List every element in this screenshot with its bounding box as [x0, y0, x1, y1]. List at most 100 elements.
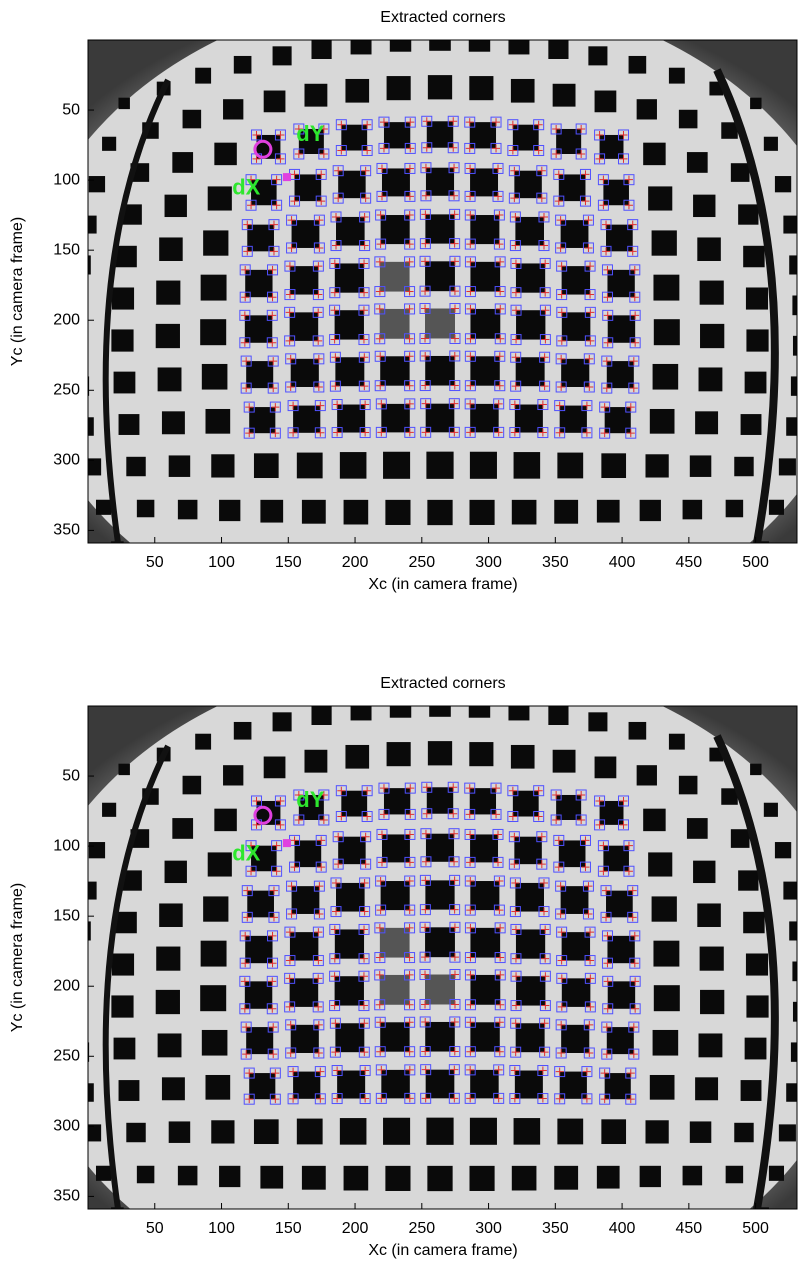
board-square — [425, 356, 455, 386]
board-square — [156, 281, 180, 305]
board-square — [295, 840, 322, 867]
x-tick-label: 100 — [208, 554, 235, 571]
board-square — [293, 1072, 320, 1099]
board-square — [204, 589, 218, 603]
y-tick-label: 250 — [53, 381, 80, 398]
board-square — [428, 75, 452, 99]
board-square — [344, 1166, 369, 1191]
board-square — [595, 757, 617, 779]
y-tick-label: 200 — [53, 977, 80, 994]
board-square — [223, 99, 243, 119]
board-square — [508, 33, 529, 54]
board-square — [335, 357, 364, 386]
board-square — [340, 1118, 367, 1145]
board-square — [601, 453, 626, 478]
board-square — [304, 750, 327, 773]
board-square — [338, 171, 365, 198]
board-square — [470, 834, 498, 862]
board-square — [425, 927, 455, 957]
board-square — [291, 359, 319, 387]
board-square — [341, 791, 367, 817]
annotation: dY — [296, 787, 324, 812]
board-square — [597, 500, 620, 523]
board-square — [775, 176, 791, 192]
board-square — [560, 406, 587, 433]
board-square — [383, 452, 410, 479]
board-square — [111, 995, 133, 1017]
board-square — [114, 1038, 136, 1060]
board-square — [247, 891, 274, 918]
board-square — [783, 882, 798, 900]
board-square — [381, 215, 410, 244]
board-square — [172, 152, 193, 173]
board-square — [700, 947, 724, 971]
board-square — [738, 204, 758, 224]
board-square — [653, 364, 679, 390]
board-square — [606, 891, 633, 918]
board-square — [697, 903, 721, 927]
board-square — [114, 372, 136, 394]
board-square — [783, 216, 798, 234]
board-square — [223, 765, 243, 785]
board-square — [516, 976, 545, 1005]
board-square — [512, 1166, 537, 1191]
board-square — [67, 1002, 87, 1022]
board-square — [159, 237, 183, 261]
board-square — [234, 722, 252, 740]
board-square — [507, 1262, 526, 1266]
board-square — [562, 932, 590, 960]
board-square — [700, 990, 724, 1014]
board-square — [200, 985, 226, 1011]
board-square — [112, 953, 134, 975]
board-square — [469, 742, 493, 766]
board-square — [775, 842, 791, 858]
board-square — [514, 452, 541, 479]
board-square — [553, 750, 576, 773]
board-square — [201, 275, 227, 301]
x-tick-label: 350 — [542, 554, 569, 571]
board-square — [637, 99, 657, 119]
board-square — [293, 406, 320, 433]
board-square — [588, 712, 607, 731]
board-square — [384, 122, 410, 148]
board-square — [745, 1038, 767, 1060]
board-square — [202, 364, 228, 390]
board-square — [249, 1073, 275, 1099]
board-square — [779, 458, 796, 475]
board-square — [254, 1119, 279, 1144]
board-square — [743, 246, 764, 267]
y-axis-label: Yc (in camera frame) — [9, 217, 26, 366]
board-square — [200, 319, 226, 345]
board-square — [468, 597, 488, 617]
board-square — [746, 995, 768, 1017]
board-square — [211, 1120, 234, 1143]
board-square — [516, 929, 545, 958]
board-square — [156, 990, 180, 1014]
board-square — [112, 287, 134, 309]
board-square — [469, 30, 490, 51]
board-square — [779, 1124, 796, 1141]
board-square — [553, 84, 576, 107]
board-square — [425, 1022, 455, 1052]
board-square — [380, 356, 409, 385]
board-square — [695, 1077, 718, 1100]
board-square — [336, 217, 365, 246]
y-tick-label: 100 — [53, 171, 80, 188]
board-square — [335, 1023, 364, 1052]
board-square — [603, 180, 629, 206]
board-square — [746, 329, 768, 351]
board-square — [169, 455, 191, 477]
board-square — [741, 414, 762, 435]
annotation: dX — [232, 174, 260, 199]
origin-box — [283, 839, 291, 847]
board-square — [557, 1119, 583, 1145]
x-tick-label: 350 — [542, 1220, 569, 1237]
board-square — [697, 237, 721, 261]
board-square — [629, 722, 647, 740]
board-square — [470, 975, 500, 1005]
board-square — [750, 764, 761, 775]
board-square — [548, 39, 568, 59]
board-square — [387, 76, 411, 100]
board-square — [597, 1166, 620, 1189]
board-square — [426, 168, 454, 196]
